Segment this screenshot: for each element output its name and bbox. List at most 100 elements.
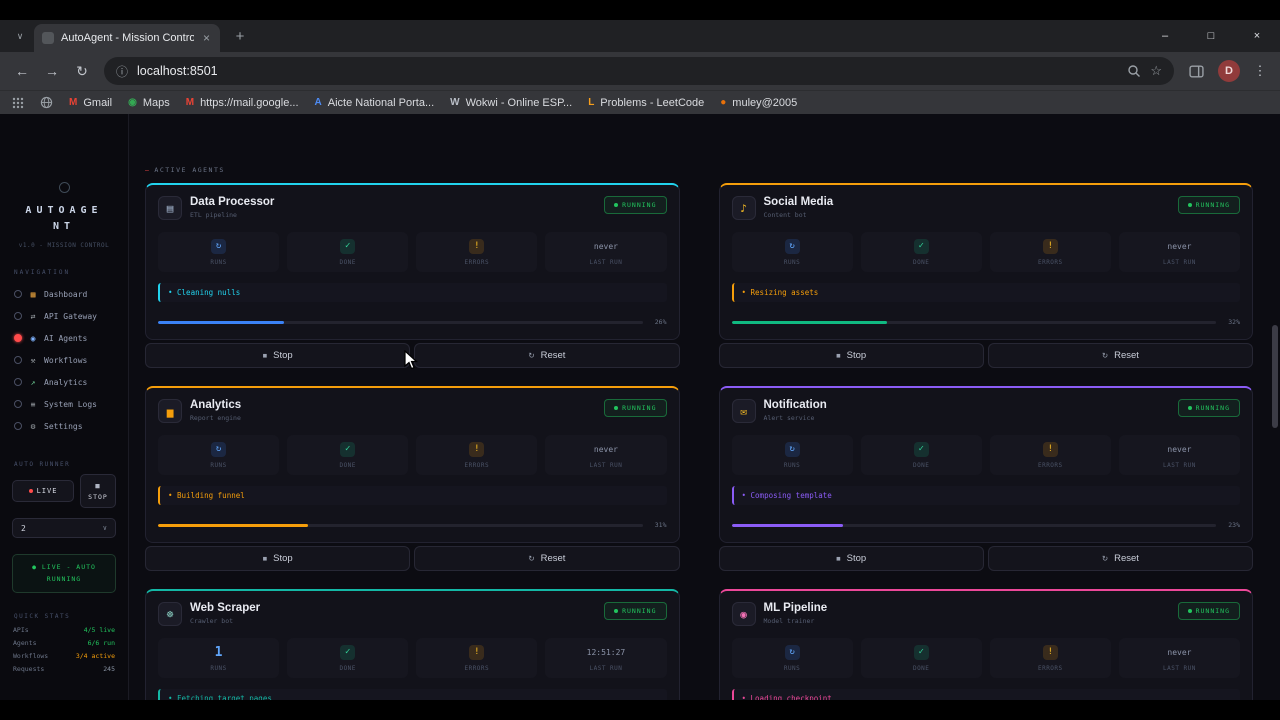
back-button[interactable]: ← — [15, 63, 29, 79]
pages-count: 1 — [214, 645, 223, 660]
radio-icon[interactable] — [14, 378, 22, 386]
logs-icon: ≡ — [30, 399, 36, 409]
bookmark-star-icon[interactable]: ☆ — [1150, 63, 1162, 78]
status-badge: RUNNING — [1177, 196, 1240, 214]
browser-menu-icon[interactable]: ⋮ — [1253, 63, 1267, 78]
tab-close-icon[interactable]: × — [202, 31, 210, 45]
reload-button[interactable]: ↻ — [76, 62, 88, 79]
runs-icon: ↻ — [784, 239, 800, 254]
address-bar[interactable]: ⓘ localhost:8501 ☆ — [104, 57, 1174, 85]
stat-row-apis: APIs 4/5 live — [13, 625, 115, 634]
stat-last-run: never LAST RUN — [1118, 638, 1240, 678]
reset-icon: ↻ — [1101, 351, 1109, 360]
warning-icon: ! — [469, 442, 485, 457]
bookmark-muley[interactable]: ● muley@2005 — [720, 96, 798, 109]
progress-bar: 23% — [731, 521, 1240, 529]
window-controls: – □ × — [1142, 20, 1280, 52]
globe-icon[interactable] — [40, 96, 53, 109]
dashboard-icon: ▦ — [30, 289, 36, 299]
forward-button[interactable]: → — [45, 63, 59, 79]
stop-button[interactable]: ■ Stop — [145, 546, 411, 571]
stat-errors: ! ERRORS — [989, 638, 1111, 678]
status-dot-icon — [1187, 203, 1192, 207]
radio-icon[interactable] — [14, 290, 22, 298]
status-badge: RUNNING — [604, 196, 667, 214]
check-icon: ✓ — [340, 645, 356, 660]
leetcode-favicon: L — [588, 96, 595, 108]
stat-errors: ! ERRORS — [416, 435, 538, 475]
stop-button[interactable]: ■ Stop — [718, 546, 984, 571]
stop-icon: ■ — [95, 481, 101, 490]
app-viewport: AUTOAGE NT v1.0 - MISSION CONTROL NAVIGA… — [0, 114, 1280, 700]
mail-favicon: M — [185, 96, 195, 108]
minimize-button[interactable]: – — [1161, 30, 1169, 42]
stop-all-button[interactable]: ■ STOP — [80, 474, 116, 508]
sidebar-item-workflows[interactable]: ⚒ Workflows — [0, 349, 128, 371]
sidebar-item-analytics[interactable]: ↗ Analytics — [0, 371, 128, 393]
stat-last-run: 12:51:27 LAST RUN — [545, 638, 667, 678]
stat-errors: ! ERRORS — [989, 232, 1111, 272]
status-badge: RUNNING — [1177, 602, 1240, 620]
side-panel-icon[interactable] — [1182, 57, 1210, 85]
bookmark-leetcode[interactable]: L Problems - LeetCode — [588, 96, 705, 109]
radio-icon[interactable] — [14, 334, 22, 342]
current-task: Composing template — [731, 486, 1240, 505]
refresh-interval-select[interactable]: 2 ∨ — [12, 518, 116, 538]
stat-done: ✓ DONE — [860, 435, 982, 475]
stop-button[interactable]: ■ Stop — [145, 343, 411, 368]
reset-icon: ↻ — [528, 554, 535, 563]
url-text[interactable]: localhost:8501 — [137, 64, 218, 78]
zoom-magnifier-icon[interactable] — [1127, 64, 1141, 78]
runs-icon: ↻ — [211, 239, 227, 254]
radio-icon[interactable] — [14, 400, 22, 408]
sidebar-item-ai-agents[interactable]: ◉ AI Agents — [0, 327, 128, 349]
stat-runs: ↻ RUNS — [158, 435, 280, 475]
bookmark-gmail[interactable]: M Gmail — [69, 96, 113, 109]
new-tab-button[interactable]: + — [235, 27, 245, 45]
auto-status-box: ● LIVE - AUTO RUNNING — [12, 554, 116, 593]
close-button[interactable]: × — [1253, 30, 1261, 42]
reset-button[interactable]: ↻ Reset — [414, 546, 680, 571]
sidebar-item-dashboard[interactable]: ▦ Dashboard — [0, 283, 128, 305]
browser-tab[interactable]: AutoAgent - Mission Control × — [34, 24, 220, 52]
document-icon: ▤ — [158, 196, 182, 220]
mouse-cursor — [404, 349, 420, 377]
bookmark-aicte[interactable]: A Aicte National Porta... — [314, 96, 435, 109]
stat-row-workflows: Workflows 3/4 active — [13, 651, 115, 660]
stat-row-requests: Requests 245 — [13, 664, 115, 673]
browser-window: ∨ AutoAgent - Mission Control × + – □ × … — [0, 20, 1280, 700]
robot-icon: ◉ — [30, 333, 36, 343]
radio-icon[interactable] — [14, 312, 22, 320]
tab-list-chevron-icon[interactable]: ∨ — [16, 30, 24, 41]
stat-runs: ↻ RUNS — [158, 232, 280, 272]
bookmark-mail-google[interactable]: M https://mail.google... — [185, 96, 299, 109]
sidebar-item-api-gateway[interactable]: ⇄ API Gateway — [0, 305, 128, 327]
bookmarks-bar: M Gmail ◉ Maps M https://mail.google... … — [0, 90, 1280, 114]
agent-card-notification: ✉ Notification Alert service RUNNING ↻ RU… — [718, 386, 1253, 543]
agent-grid-area: — ACTIVE AGENTS ▤ Data Processor ETL pipe… — [129, 114, 1280, 700]
stop-button[interactable]: ■ Stop — [718, 343, 984, 368]
radio-icon[interactable] — [14, 422, 22, 430]
stat-last-run: never LAST RUN — [1118, 232, 1240, 272]
status-dot-icon — [614, 406, 619, 410]
reset-button[interactable]: ↻ Reset — [414, 343, 680, 368]
runs-icon: ↻ — [211, 442, 227, 457]
live-button[interactable]: LIVE — [12, 480, 74, 502]
gear-icon: ⚙ — [30, 421, 36, 431]
api-gateway-icon: ⇄ — [30, 311, 36, 321]
profile-avatar[interactable]: D — [1218, 60, 1240, 82]
radio-icon[interactable] — [14, 356, 22, 364]
sidebar-item-system-logs[interactable]: ≡ System Logs — [0, 393, 128, 415]
bar-chart-icon: ▅ — [158, 399, 182, 423]
sidebar-item-settings[interactable]: ⚙ Settings — [0, 415, 128, 437]
page-scrollbar[interactable] — [1272, 325, 1278, 428]
stat-errors: ! ERRORS — [416, 638, 538, 678]
maximize-button[interactable]: □ — [1207, 30, 1215, 42]
bookmark-wokwi[interactable]: W Wokwi - Online ESP... — [450, 96, 573, 109]
status-dot-icon — [614, 203, 619, 207]
site-info-icon[interactable]: ⓘ — [116, 64, 129, 79]
bookmark-maps[interactable]: ◉ Maps — [128, 96, 170, 109]
reset-button[interactable]: ↻ Reset — [987, 343, 1253, 368]
reset-button[interactable]: ↻ Reset — [987, 546, 1253, 571]
apps-grid-icon[interactable] — [12, 97, 24, 109]
